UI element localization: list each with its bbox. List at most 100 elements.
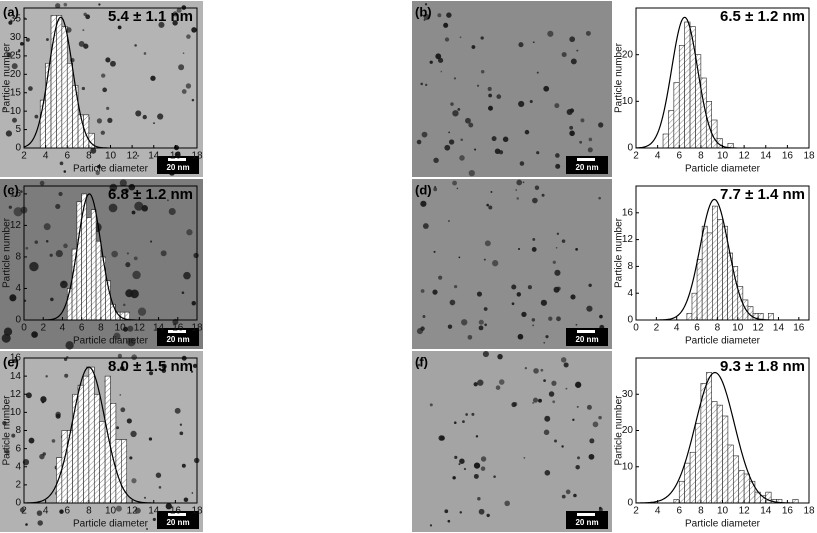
particle [172, 20, 178, 26]
particle [458, 463, 461, 466]
particle [3, 107, 6, 110]
particle [127, 337, 136, 347]
x-tick-label: 8 [86, 151, 92, 162]
particle [90, 147, 97, 154]
histogram-bar [742, 299, 749, 321]
particle [532, 41, 535, 44]
particle [588, 453, 595, 460]
particle [59, 509, 64, 514]
particle [447, 519, 451, 523]
x-tick-label: 10 [732, 323, 744, 334]
particle [524, 129, 530, 135]
particle [134, 201, 144, 211]
x-tick-label: 4 [60, 323, 66, 334]
particle [113, 332, 121, 340]
x-tick-label: 4 [655, 506, 661, 517]
particle [40, 396, 47, 403]
scale-bar-box [566, 328, 608, 346]
scale-bar-box [566, 511, 608, 529]
particle [123, 303, 126, 307]
particle [143, 52, 147, 55]
particle [110, 60, 116, 67]
particle [191, 492, 194, 494]
histogram-bar [743, 473, 750, 504]
particle [429, 60, 433, 64]
particle [444, 144, 451, 151]
particle [29, 261, 39, 272]
histogram-bar [722, 415, 729, 504]
particle [486, 513, 490, 518]
particle [102, 87, 107, 93]
particle [517, 333, 524, 340]
particle [521, 311, 527, 318]
particle [101, 73, 106, 78]
y-tick-label: 0 [627, 143, 633, 154]
particle [55, 411, 61, 418]
particle [491, 136, 497, 142]
x-tick-label: 14 [148, 151, 160, 162]
particle [480, 36, 484, 40]
x-axis-label: Particle diameter [73, 519, 149, 530]
scale-bar-box [566, 156, 608, 174]
fit-curve [635, 16, 737, 149]
particle [100, 130, 105, 135]
histogram-bar [56, 15, 63, 149]
x-axis-label: Particle diameter [73, 336, 149, 347]
particle [462, 420, 465, 423]
particle [63, 170, 67, 173]
fit-curve [23, 16, 109, 149]
particle [544, 415, 551, 422]
particle [576, 49, 579, 52]
y-tick-label: 15 [10, 87, 22, 98]
y-tick-label: 0 [627, 498, 633, 509]
particle [124, 188, 129, 194]
y-tick-label: 4 [15, 461, 21, 472]
y-tick-label: 2 [15, 480, 21, 491]
particle [174, 407, 181, 414]
y-tick-label: 8 [627, 261, 633, 272]
particle [497, 353, 503, 360]
fit-curve [657, 198, 772, 321]
particle [37, 520, 43, 526]
particle [480, 466, 486, 471]
particle [106, 106, 110, 110]
particle [158, 21, 165, 28]
particle [161, 368, 167, 373]
y-axis-label: Particle number [2, 42, 13, 113]
particle [36, 510, 43, 516]
particle [453, 284, 458, 289]
particle [20, 42, 24, 46]
particle [452, 110, 459, 117]
x-tick-label: 10 [105, 506, 117, 517]
particle [452, 476, 456, 480]
particle [185, 83, 192, 89]
panel-label: (c) [3, 182, 19, 197]
particle [45, 239, 49, 243]
particle [586, 404, 592, 410]
particle [437, 13, 442, 18]
particle [476, 84, 480, 87]
particle [65, 341, 74, 350]
x-tick-label: 2 [21, 506, 27, 517]
particle [96, 118, 103, 124]
particle [131, 354, 137, 361]
y-tick-label: 35 [10, 14, 22, 25]
particle [31, 331, 38, 338]
panel-label: (b) [415, 4, 432, 19]
particle [511, 402, 517, 408]
x-tick-label: 14 [148, 506, 160, 517]
particle [420, 289, 425, 293]
particle [555, 153, 560, 158]
particle [476, 291, 483, 297]
particle [488, 93, 493, 98]
particle [83, 12, 87, 17]
x-tick-label: 10 [115, 323, 127, 334]
particle [8, 205, 12, 209]
y-tick-label: 0 [15, 315, 21, 326]
histogram-bar [727, 444, 734, 504]
particle [586, 305, 593, 312]
particle [585, 30, 591, 36]
x-tick-label: 6 [79, 323, 85, 334]
fit-annotation: 6.8 ± 1.2 nm [108, 186, 193, 203]
particle [518, 100, 525, 108]
